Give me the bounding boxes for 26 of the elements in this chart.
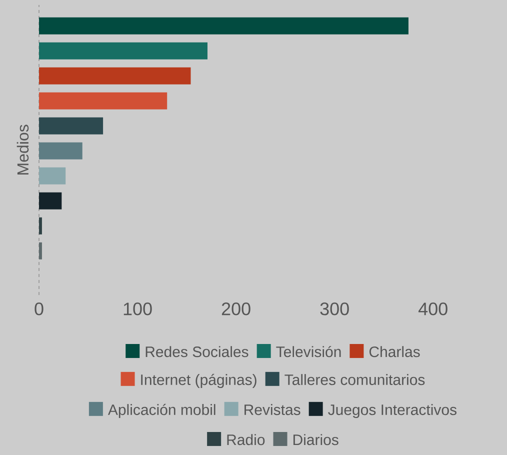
bar	[39, 192, 62, 210]
bar	[39, 242, 42, 260]
legend-label: Aplicación mobil	[108, 404, 216, 418]
legend-label: Televisión	[276, 346, 341, 358]
x-tick-label: 0	[34, 302, 44, 316]
x-tick-label: 400	[418, 302, 448, 316]
x-tick-label: 200	[222, 302, 250, 316]
x-tick-label: 100	[124, 302, 152, 316]
bar	[39, 117, 104, 134]
bar	[39, 167, 66, 184]
legend-label: Talleres comunitarios	[284, 374, 425, 386]
legend-label: Revistas	[244, 404, 300, 416]
bar	[39, 217, 42, 234]
legend-label: Juegos Interactivos	[328, 404, 456, 418]
legend-label: Radio	[227, 434, 265, 446]
bar	[39, 42, 208, 60]
legend-label: Diarios	[293, 434, 338, 446]
legend-label: Redes Sociales	[146, 346, 248, 358]
bar	[39, 92, 168, 110]
legend-label: Internet (páginas)	[141, 374, 256, 388]
x-tick-label: 300	[320, 302, 349, 316]
bar	[39, 17, 408, 34]
bar	[39, 67, 191, 84]
y-axis-title: Medios	[16, 124, 29, 174]
bar	[39, 142, 82, 160]
legend-label: Charlas	[369, 346, 420, 358]
